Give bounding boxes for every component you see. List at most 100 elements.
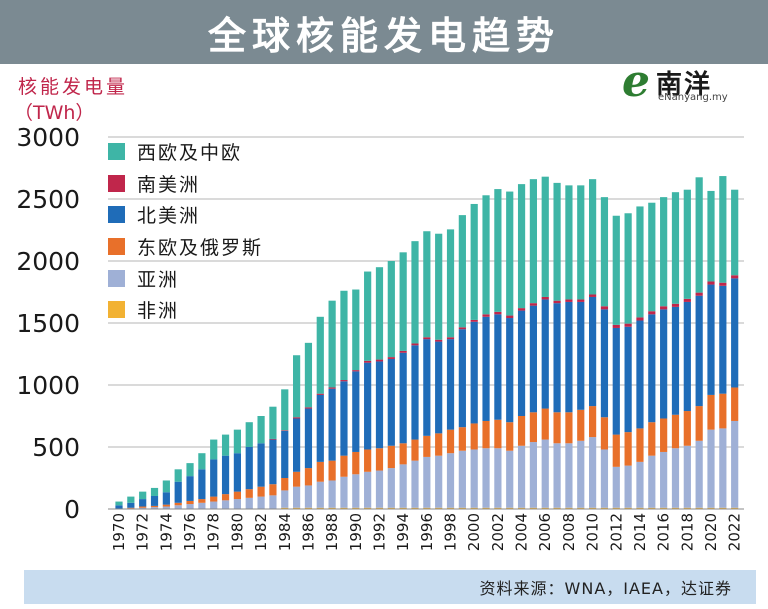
bar-segment-africa — [624, 507, 632, 509]
bar-segment-north_america — [589, 296, 597, 407]
bar-segment-western_central_europe — [233, 429, 241, 454]
bar-segment-south_america — [494, 311, 502, 315]
bar-segment-north_america — [139, 499, 147, 507]
bar-segment-africa — [600, 507, 609, 509]
x-tick-label: 2008 — [560, 513, 578, 551]
bar-segment-north_america — [304, 408, 313, 469]
bar-segment-asia — [553, 443, 561, 508]
bar-segment-south_america — [506, 315, 514, 319]
bar-segment-south_america — [423, 337, 431, 340]
bar-segment-eastern_europe_russia — [281, 478, 289, 491]
bar-segment-western_central_europe — [257, 416, 265, 444]
bar-segment-western_central_europe — [577, 185, 585, 300]
bar-segment-south_america — [589, 294, 597, 297]
bar-segment-africa — [577, 507, 585, 509]
bar-segment-eastern_europe_russia — [589, 406, 597, 438]
bar-segment-western_central_europe — [375, 267, 384, 360]
bar-segment-eastern_europe_russia — [671, 414, 680, 449]
footer-bar: 资料来源：WNA，IAEA，达证券 — [24, 570, 756, 604]
bar-segment-eastern_europe_russia — [600, 417, 609, 450]
bar-segment-north_america — [624, 326, 632, 433]
bar-segment-africa — [316, 507, 324, 509]
bar-segment-africa — [517, 507, 526, 509]
bar-segment-asia — [221, 500, 230, 509]
bar-segment-eastern_europe_russia — [139, 506, 147, 508]
bar-segment-eastern_europe_russia — [352, 451, 360, 475]
bar-segment-western_central_europe — [139, 491, 147, 500]
bar-segment-south_america — [399, 350, 407, 353]
bar-segment-south_america — [304, 407, 313, 409]
x-tick-label: 2022 — [726, 513, 744, 551]
bar-segment-north_america — [648, 314, 656, 423]
x-tick-label: 2010 — [584, 513, 602, 551]
bar-segment-western_central_europe — [435, 233, 443, 340]
bar-segment-eastern_europe_russia — [162, 504, 170, 507]
y-tick-label: 1500 — [16, 309, 80, 338]
bar-segment-asia — [352, 474, 360, 508]
logo-url: eNanyang.my — [658, 92, 728, 103]
bar-segment-eastern_europe_russia — [707, 394, 715, 430]
bar-segment-eastern_europe_russia — [577, 409, 585, 441]
bar-segment-eastern_europe_russia — [648, 422, 656, 456]
bar-segment-south_america — [612, 324, 620, 328]
bar-segment-africa — [636, 507, 644, 509]
bar-segment-asia — [304, 485, 313, 508]
bar-segment-asia — [482, 448, 490, 508]
bar-segment-south_america — [435, 339, 443, 342]
bar-segment-western_central_europe — [186, 463, 194, 477]
bar-segment-africa — [423, 507, 431, 509]
y-tick-label: 2500 — [16, 185, 80, 214]
y-axis-unit: （TWh） — [14, 102, 95, 124]
legend-item-western_central_europe: 西欧及中欧 — [108, 136, 263, 168]
bar-segment-eastern_europe_russia — [517, 416, 526, 446]
legend-item-south_america: 南美洲 — [108, 168, 263, 200]
bar-segment-north_america — [127, 502, 135, 508]
bar-segment-north_america — [210, 459, 218, 497]
legend-label: 东欧及俄罗斯 — [137, 237, 264, 260]
bar-segment-asia — [399, 464, 407, 508]
bar-segment-eastern_europe_russia — [435, 433, 443, 456]
bar-segment-eastern_europe_russia — [364, 449, 372, 472]
bar-segment-western_central_europe — [423, 231, 431, 338]
bar-segment-north_america — [671, 306, 680, 415]
bar-segment-asia — [731, 420, 739, 508]
bar-segment-eastern_europe_russia — [624, 432, 632, 466]
bar-segment-western_central_europe — [589, 179, 597, 295]
bar-segment-north_america — [162, 492, 170, 505]
bar-segment-south_america — [458, 327, 466, 330]
legend-swatch — [108, 206, 125, 224]
bar-segment-western_central_europe — [565, 185, 573, 300]
bar-segment-asia — [340, 476, 348, 508]
bar-segment-north_america — [293, 418, 301, 472]
bar-segment-asia — [470, 449, 478, 508]
bar-segment-western_central_europe — [517, 184, 526, 309]
bar-segment-asia — [529, 442, 537, 508]
bar-segment-asia — [293, 486, 301, 508]
bar-segment-africa — [435, 507, 443, 509]
bar-segment-africa — [304, 507, 313, 509]
bar-segment-western_central_europe — [446, 229, 455, 338]
bar-segment-eastern_europe_russia — [446, 429, 455, 454]
bar-segment-asia — [541, 439, 549, 508]
bar-segment-north_america — [600, 309, 609, 418]
legend-swatch — [108, 238, 125, 256]
bar-segment-north_america — [257, 443, 265, 487]
bar-segment-eastern_europe_russia — [529, 412, 537, 443]
bar-segment-western_central_europe — [671, 192, 680, 304]
bar-segment-western_central_europe — [695, 177, 703, 293]
legend-item-north_america: 北美洲 — [108, 199, 263, 231]
bar-segment-south_america — [293, 417, 301, 419]
bar-segment-eastern_europe_russia — [470, 423, 478, 450]
bar-segment-africa — [387, 507, 395, 509]
bar-segment-asia — [435, 455, 443, 508]
bar-segment-north_america — [328, 388, 336, 461]
bar-segment-north_america — [150, 495, 159, 506]
bar-segment-south_america — [577, 299, 585, 302]
bar-segment-north_america — [174, 481, 182, 503]
x-tick-label: 2018 — [678, 513, 696, 551]
bar-segment-asia — [494, 448, 502, 508]
bar-segment-north_america — [375, 361, 384, 449]
x-tick-label: 1988 — [323, 513, 341, 551]
x-tick-label: 2012 — [607, 513, 625, 551]
bar-segment-western_central_europe — [316, 316, 324, 394]
